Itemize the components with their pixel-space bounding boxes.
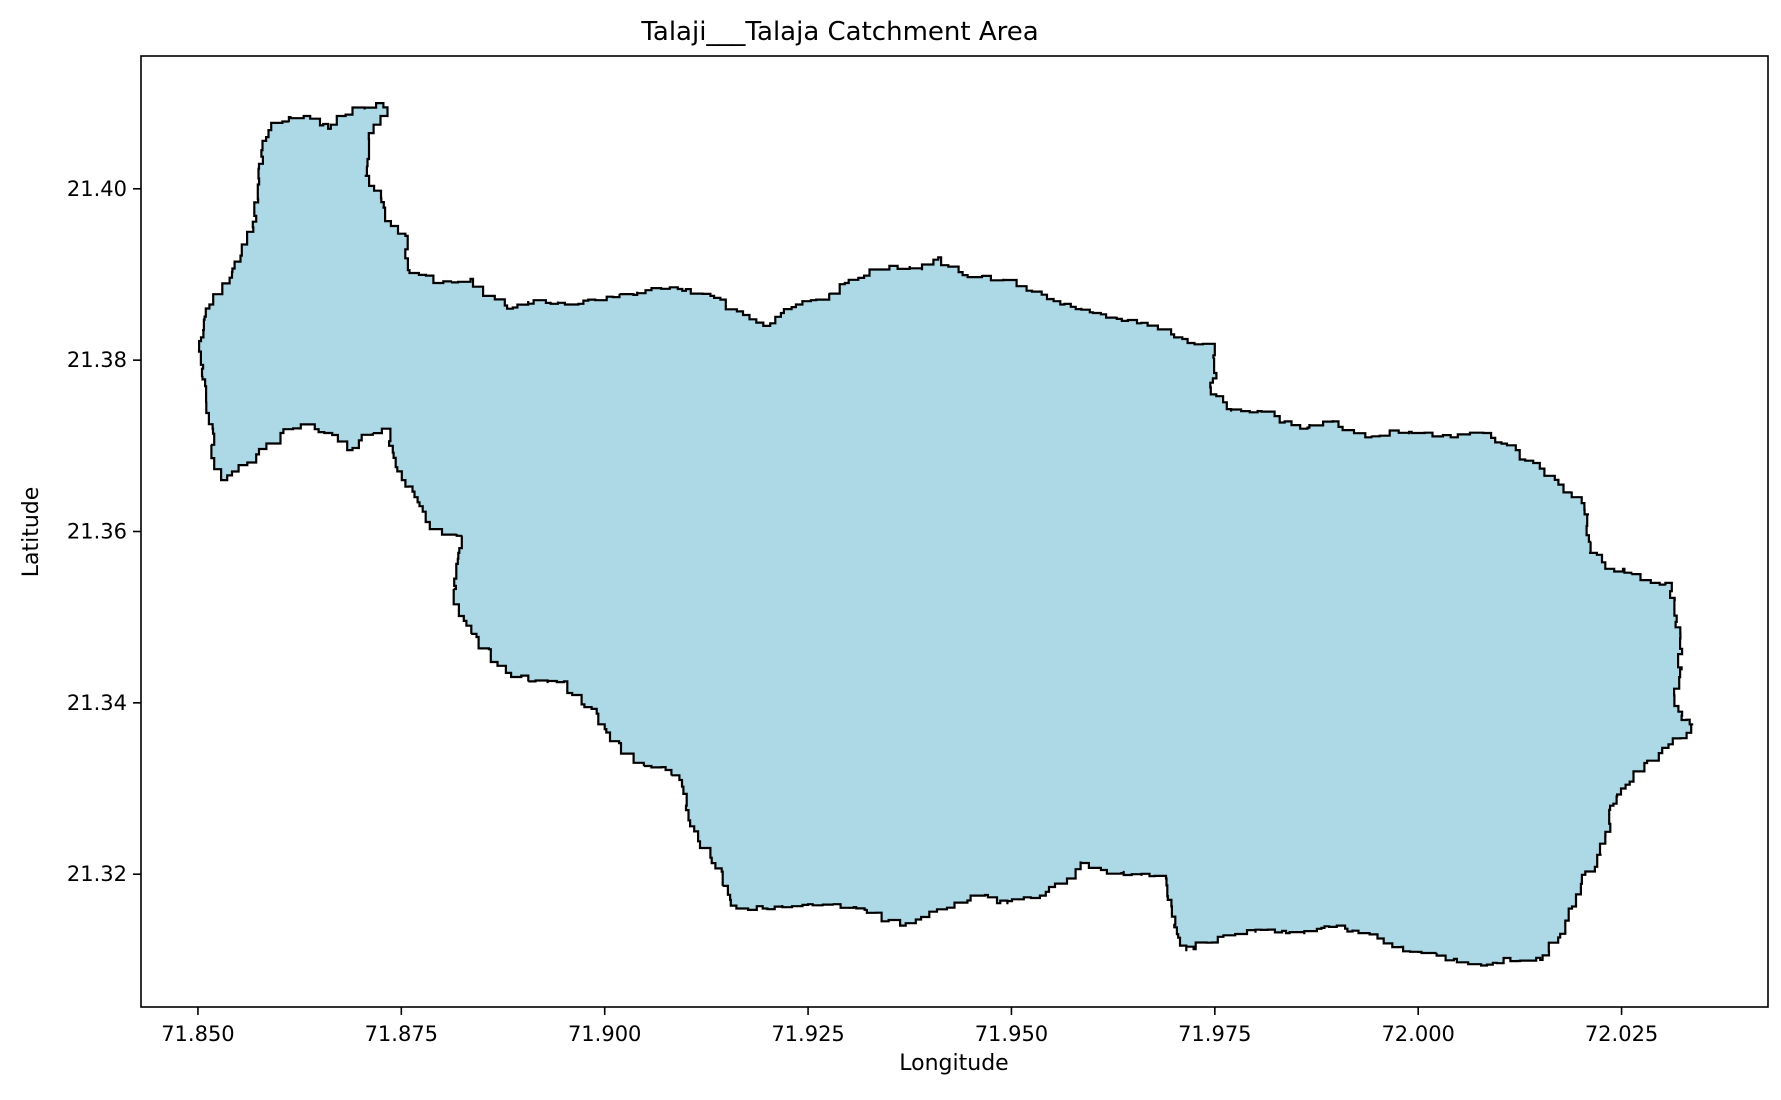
x-tick-label: 71.975 (1178, 1022, 1251, 1046)
map-title: Talaji___Talaja Catchment Area (640, 17, 1038, 47)
plot-area (140, 55, 1769, 1008)
y-tick-label: 21.40 (67, 177, 127, 201)
y-tick-label: 21.32 (67, 862, 127, 886)
x-tick-label: 72.000 (1381, 1022, 1454, 1046)
y-tick-label: 21.38 (67, 348, 127, 372)
x-tick-label: 71.850 (161, 1022, 234, 1046)
x-tick-label: 71.875 (365, 1022, 438, 1046)
catchment-area-polygon (197, 102, 1694, 967)
x-axis-label: Longitude (899, 1051, 1008, 1076)
x-tick-label: 71.900 (568, 1022, 641, 1046)
y-axis-label: Latitude (19, 487, 44, 578)
x-axis-ticks: 71.850 71.875 71.900 71.925 71.950 71.975 72.0… (161, 1007, 1658, 1046)
y-axis-ticks: 21.32 21.34 21.36 21.38 21.40 (67, 177, 141, 886)
y-tick-label: 21.34 (67, 691, 127, 715)
x-tick-label: 71.950 (975, 1022, 1048, 1046)
x-tick-label: 72.025 (1585, 1022, 1658, 1046)
x-tick-label: 71.925 (771, 1022, 844, 1046)
y-tick-label: 21.36 (67, 520, 127, 544)
